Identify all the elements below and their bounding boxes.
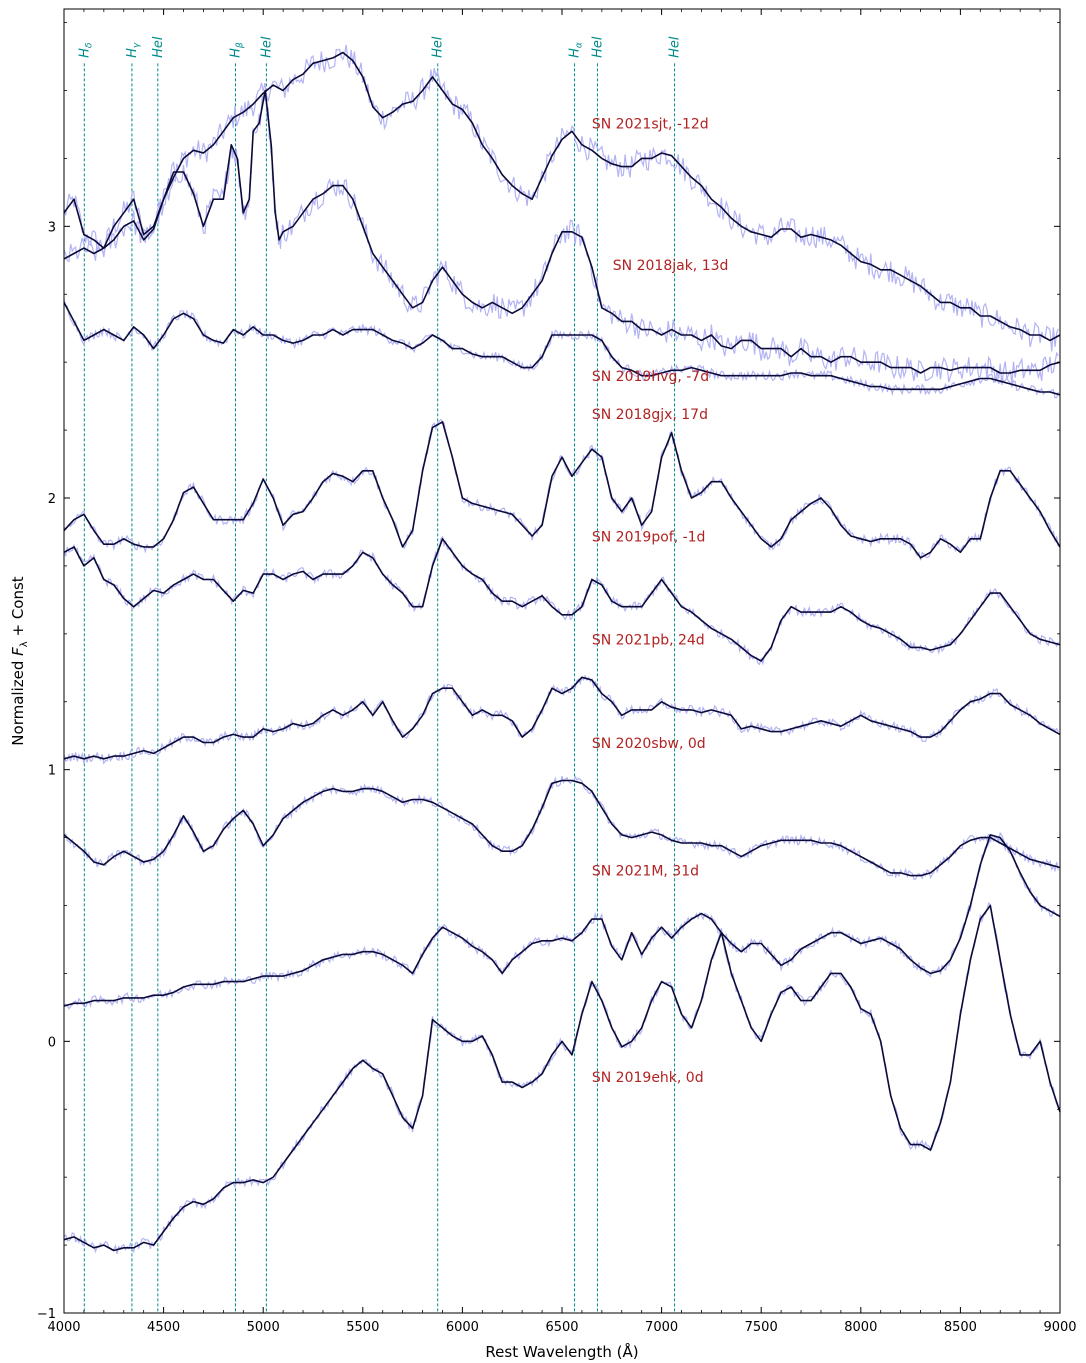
- reference-line-label: HeI: [668, 36, 683, 58]
- smoothed-spectrum-line: [63, 676, 1061, 760]
- smoothed-spectrum-line: [63, 834, 1061, 1007]
- reference-line-label: Hβ: [229, 42, 246, 58]
- y-tick-label: −1: [37, 1307, 56, 1322]
- raw-spectrum-line: [63, 418, 1059, 561]
- reference-line-label: Hδ: [77, 42, 94, 58]
- y-tick-label: 2: [48, 492, 56, 507]
- y-axis-title: Normalized Fλ + Const: [9, 576, 30, 745]
- x-tick-label: 8000: [844, 1320, 877, 1335]
- x-tick-label: 4500: [147, 1320, 180, 1335]
- spectrum-label: SN 2019hvg, -7d: [592, 369, 709, 385]
- smoothed-spectrum-line: [63, 779, 1061, 877]
- y-tick-label: 3: [48, 220, 56, 235]
- x-tick-label: 5000: [247, 1320, 280, 1335]
- smoothed-spectra: [63, 51, 1061, 1252]
- reference-line-label: HeI: [151, 36, 166, 58]
- smoothed-spectrum-line: [63, 904, 1061, 1252]
- x-tick-label: 7000: [645, 1320, 678, 1335]
- x-axis-title: Rest Wavelength (Å): [485, 1342, 638, 1361]
- spectrum-label: SN 2021sjt, -12d: [592, 117, 709, 133]
- smoothed-spectrum-line: [63, 51, 1061, 342]
- y-tick-label: 0: [48, 1035, 56, 1050]
- spectrum-label: SN 2018jak, 13d: [613, 258, 729, 274]
- spectrum-label: SN 2019pof, -1d: [592, 529, 706, 545]
- spectrum-label: SN 2021pb, 24d: [592, 633, 705, 649]
- spectrum-label: SN 2021M, 31d: [592, 864, 699, 880]
- x-tick-label: 5500: [346, 1320, 379, 1335]
- smoothed-spectrum-line: [63, 538, 1061, 662]
- smoothed-spectrum-line: [63, 89, 1061, 374]
- smoothed-spectrum-line: [63, 421, 1061, 559]
- reference-line-labels: Hδ Hγ HeI Hβ HeI HeI Hα HeI HeI: [77, 36, 682, 58]
- x-tick-label: 6500: [545, 1320, 578, 1335]
- x-tick-label: 6000: [446, 1320, 479, 1335]
- spectrum-label: SN 2019ehk, 0d: [592, 1070, 704, 1086]
- reference-line-label: HeI: [590, 36, 605, 58]
- x-axis: 4000 4500 5000 5500 6000 6500 7000 7500 8000 8500…: [47, 9, 1077, 1335]
- smoothed-spectrum-line: [63, 302, 1061, 396]
- plot-area: [64, 9, 1060, 1313]
- raw-spectrum-line: [63, 44, 1059, 352]
- x-tick-label: 4000: [47, 1320, 80, 1335]
- raw-spectrum-line: [63, 831, 1059, 1010]
- reference-line-label: HeI: [431, 36, 446, 58]
- x-tick-label: 7500: [745, 1320, 778, 1335]
- y-tick-label: 1: [48, 764, 56, 779]
- reference-line-label: Hγ: [125, 42, 142, 58]
- raw-spectrum-line: [63, 674, 1059, 765]
- reference-line-label: Hα: [568, 42, 585, 58]
- x-tick-label: 8500: [944, 1320, 977, 1335]
- y-axis: −1 0 1 2 3: [37, 22, 1060, 1322]
- x-tick-label: 9000: [1043, 1320, 1076, 1335]
- spectrum-label: SN 2020sbw, 0d: [592, 736, 706, 752]
- reference-line-label: HeI: [259, 36, 274, 58]
- spectrum-labels: SN 2021sjt, -12d SN 2018jak, 13d SN 2019hv…: [592, 117, 729, 1087]
- spectrum-label: SN 2018gjx, 17d: [592, 407, 708, 423]
- reference-lines: [83, 63, 676, 1313]
